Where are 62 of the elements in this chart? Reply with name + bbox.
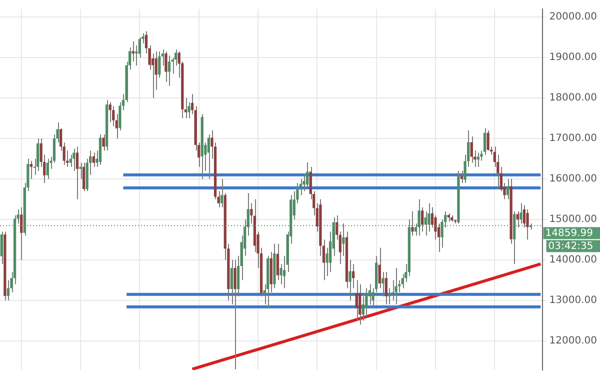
candlestick [470, 136, 473, 164]
candlestick [234, 259, 236, 370]
text: 03:42:35 [548, 241, 594, 252]
candlestick [168, 55, 171, 86]
candlestick [418, 198, 420, 236]
candlestick [82, 162, 86, 192]
candlestick [391, 280, 394, 301]
candlestick [365, 288, 368, 318]
candlestick [358, 284, 362, 326]
y-tick-label: 19000.00 [549, 52, 598, 64]
candlestick [220, 178, 224, 208]
y-tick-label: 15000.00 [549, 214, 598, 226]
candlestick [132, 40, 134, 62]
candlestick [36, 138, 40, 172]
candlestick [424, 210, 427, 236]
candlestick [516, 210, 519, 228]
candlestick [378, 247, 381, 289]
candlestick [306, 162, 309, 188]
candlestick [302, 174, 306, 192]
candlestick [20, 206, 23, 260]
candlestick [72, 148, 76, 172]
candlestick [46, 158, 49, 180]
candlestick [76, 146, 79, 200]
y-tick-label: 14000.00 [549, 254, 598, 266]
candlestick [428, 202, 430, 232]
candlestick [486, 130, 490, 152]
candlestick [411, 210, 414, 236]
candlestick [506, 178, 510, 200]
ref-line-label: 14859.99 [545, 228, 594, 240]
candlestick [355, 280, 358, 322]
y-tick-label: 18000.00 [549, 92, 598, 104]
candlestick [388, 288, 391, 305]
candlestick [230, 259, 234, 305]
candlestick [421, 206, 424, 232]
candlestick [520, 202, 522, 224]
candlestick [276, 243, 280, 281]
candlestick [6, 280, 10, 301]
candlestick [384, 272, 388, 305]
y-tick-label: 16000.00 [549, 174, 598, 185]
candlestick [342, 222, 345, 256]
y-tick-label: 20000.00 [549, 12, 598, 23]
candlestick [394, 268, 398, 305]
candlestick [112, 106, 115, 127]
candlestick [476, 152, 480, 168]
candlestick [164, 50, 168, 82]
candlestick [401, 274, 404, 289]
candlestick [108, 102, 112, 123]
candlestick [460, 170, 464, 184]
candlestick [30, 160, 33, 180]
candlestick [207, 134, 210, 180]
y-tick-label: 17000.00 [549, 133, 598, 144]
candlestick [352, 263, 355, 289]
y-tick-label: 13000.00 [549, 294, 598, 306]
candlestick [92, 152, 95, 168]
candlestick [79, 162, 82, 180]
candlestick [382, 272, 384, 297]
y-tick-label: 12000.00 [549, 335, 598, 346]
candlestick [526, 208, 529, 240]
candlestick [348, 259, 352, 301]
candlestick [69, 154, 72, 168]
candlestick [0, 231, 3, 264]
candlestick [102, 134, 105, 152]
